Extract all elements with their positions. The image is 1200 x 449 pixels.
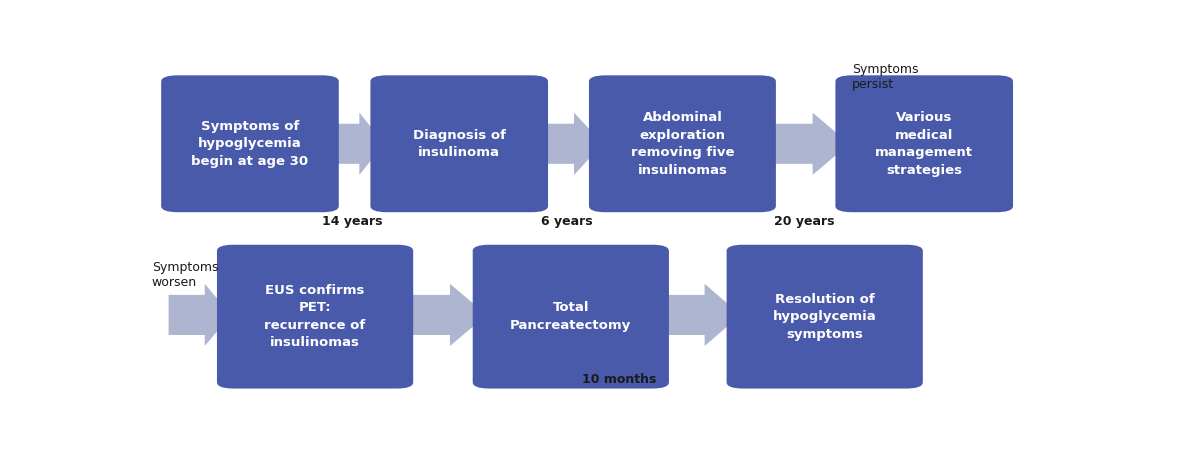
FancyBboxPatch shape — [473, 245, 668, 388]
Text: 14 years: 14 years — [323, 215, 383, 228]
Text: Total
Pancreatectomy: Total Pancreatectomy — [510, 301, 631, 332]
Polygon shape — [762, 113, 850, 175]
Text: Symptoms
worsen: Symptoms worsen — [152, 261, 218, 289]
Text: Symptoms
persist: Symptoms persist — [852, 62, 919, 91]
Polygon shape — [534, 113, 602, 175]
Text: Diagnosis of
insulinoma: Diagnosis of insulinoma — [413, 128, 505, 159]
Text: Various
medical
management
strategies: Various medical management strategies — [875, 111, 973, 176]
FancyBboxPatch shape — [727, 245, 923, 388]
Text: Abdominal
exploration
removing five
insulinomas: Abdominal exploration removing five insu… — [631, 111, 734, 176]
FancyBboxPatch shape — [217, 245, 413, 388]
Polygon shape — [168, 284, 230, 346]
FancyBboxPatch shape — [371, 75, 548, 212]
Text: Symptoms of
hypoglycemia
begin at age 30: Symptoms of hypoglycemia begin at age 30 — [192, 120, 308, 168]
FancyBboxPatch shape — [161, 75, 338, 212]
Polygon shape — [400, 284, 487, 346]
Polygon shape — [655, 284, 740, 346]
FancyBboxPatch shape — [835, 75, 1013, 212]
Polygon shape — [325, 113, 384, 175]
FancyBboxPatch shape — [589, 75, 776, 212]
Text: 20 years: 20 years — [774, 215, 834, 228]
Text: 6 years: 6 years — [541, 215, 593, 228]
Text: EUS confirms
PET:
recurrence of
insulinomas: EUS confirms PET: recurrence of insulino… — [264, 284, 366, 349]
Text: 10 months: 10 months — [582, 374, 656, 387]
Text: Resolution of
hypoglycemia
symptoms: Resolution of hypoglycemia symptoms — [773, 293, 876, 341]
